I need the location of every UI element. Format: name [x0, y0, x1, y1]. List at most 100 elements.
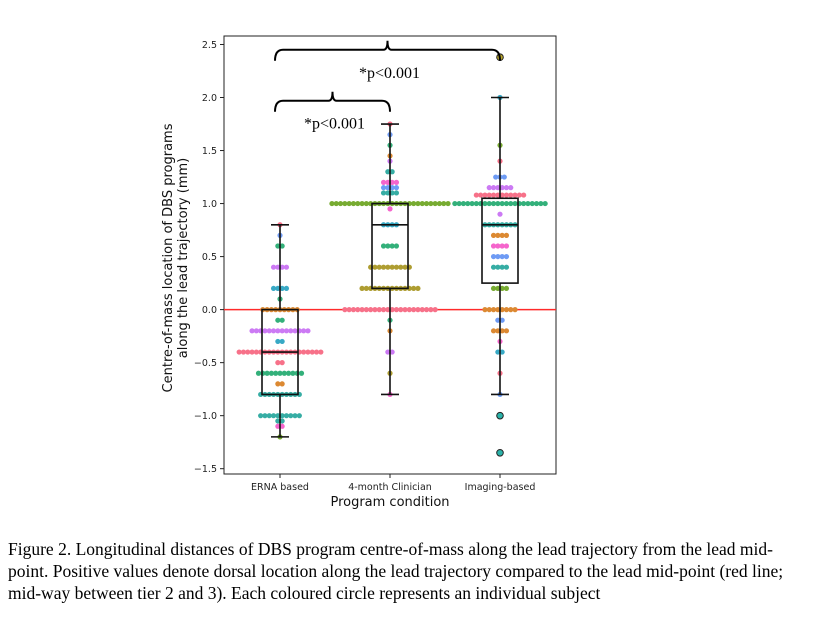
data-point [490, 264, 497, 270]
data-point [419, 307, 425, 313]
y-tick-label: −0.5 [194, 358, 217, 369]
data-point [372, 264, 378, 270]
y-tick-label: −1.0 [194, 411, 217, 422]
data-point [393, 190, 400, 196]
significance-label: *p<0.001 [359, 65, 420, 82]
data-point [275, 381, 281, 387]
data-point [512, 307, 518, 313]
data-point [423, 200, 430, 207]
significance-bracket [274, 91, 391, 112]
data-point [490, 185, 497, 191]
data-point [465, 200, 471, 207]
data-point [538, 200, 544, 207]
data-point [281, 370, 287, 376]
data-point [445, 200, 451, 207]
significance-bracket [274, 40, 501, 61]
data-point [389, 190, 395, 196]
data-point [275, 285, 281, 292]
data-point [346, 200, 352, 207]
data-point [497, 211, 503, 217]
data-point [309, 349, 315, 355]
data-point [542, 200, 548, 207]
data-point [385, 243, 391, 249]
data-point [305, 349, 311, 355]
data-point [279, 338, 285, 345]
data-point [359, 200, 365, 207]
data-point [249, 328, 255, 334]
data-point [296, 413, 302, 419]
data-point [363, 307, 369, 313]
data-point [240, 349, 247, 355]
data-point [529, 200, 535, 207]
data-point [329, 200, 335, 207]
data-point [380, 179, 387, 185]
data-point [516, 192, 522, 198]
data-point [503, 185, 510, 191]
data-point [495, 264, 501, 270]
data-point [389, 179, 395, 185]
data-point [342, 200, 348, 207]
outlier-point [496, 411, 504, 420]
data-point [495, 349, 501, 355]
y-axis-ticks: −1.5 −1.0 −0.5 0.0 0.5 1.0 1.5 2.0 2.5 [194, 40, 224, 475]
data-point [495, 285, 501, 292]
outlier-point [496, 448, 504, 457]
data-point [286, 370, 292, 376]
data-point [473, 200, 479, 207]
data-point [503, 243, 510, 249]
data-point [503, 192, 510, 198]
data-point [508, 192, 514, 198]
data-point [298, 370, 305, 376]
data-point [406, 307, 412, 313]
data-point [482, 200, 488, 207]
data-point [249, 349, 255, 355]
data-point [495, 253, 501, 260]
data-point [452, 200, 458, 207]
data-point [275, 413, 281, 419]
data-point [398, 264, 404, 270]
data-point [380, 307, 387, 313]
data-point [499, 232, 505, 238]
data-point [266, 413, 272, 419]
data-point [279, 360, 285, 366]
y-axis-label-line-2: along the lead trajectory (mm) [176, 158, 191, 358]
data-point [503, 232, 510, 238]
data-point [501, 174, 507, 180]
data-point [318, 349, 324, 355]
data-point [415, 307, 421, 313]
data-point [333, 200, 339, 207]
data-point [355, 200, 361, 207]
data-point [279, 418, 285, 424]
data-point [292, 328, 298, 334]
data-point [279, 264, 285, 270]
data-point [389, 243, 395, 249]
data-point [264, 370, 270, 376]
data-point [499, 253, 505, 260]
data-point [495, 185, 501, 191]
data-point [493, 174, 499, 180]
y-tick-label: 0.0 [202, 305, 217, 316]
data-point [436, 200, 443, 207]
data-point [385, 349, 391, 355]
data-point [490, 192, 497, 198]
data-point [279, 328, 285, 334]
data-point [389, 185, 395, 191]
data-point [385, 185, 391, 191]
data-point [456, 200, 462, 207]
data-point [490, 243, 497, 249]
data-point [305, 328, 311, 334]
data-point [288, 328, 294, 334]
data-point [275, 317, 281, 323]
y-tick-label: 1.5 [202, 146, 217, 157]
data-point [428, 200, 434, 207]
data-point [508, 200, 514, 207]
data-point [253, 349, 259, 355]
data-point [393, 307, 400, 313]
data-point [432, 307, 438, 313]
data-point [385, 179, 391, 185]
data-point [415, 285, 421, 292]
data-point [376, 264, 382, 270]
data-point [495, 243, 501, 249]
x-axis-label: Program condition [330, 495, 449, 510]
data-point [277, 370, 283, 376]
